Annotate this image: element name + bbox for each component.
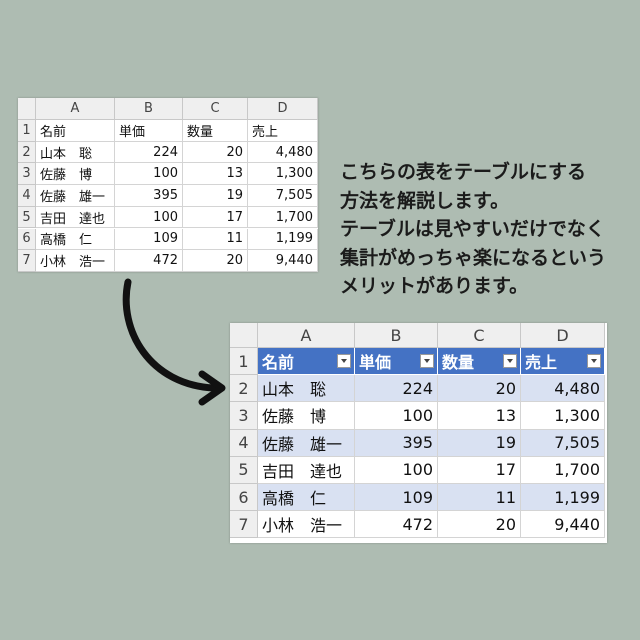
row-number: 5 [230, 456, 258, 484]
cell: 109 [115, 228, 183, 251]
cell: 109 [355, 484, 438, 512]
column-header: D [521, 323, 605, 348]
row-number: 4 [230, 429, 258, 457]
cell: 20 [183, 250, 248, 272]
cell: 20 [438, 511, 521, 539]
cell: 9,440 [521, 511, 605, 539]
cell: 395 [115, 185, 183, 207]
cell: 4,480 [248, 141, 318, 164]
cell: 100 [355, 456, 438, 484]
header-cell: 単価 [115, 120, 183, 142]
cell: 20 [438, 375, 521, 403]
row-number: 2 [18, 141, 36, 164]
row-number: 5 [18, 206, 36, 229]
cell: 100 [115, 206, 183, 229]
cell: 13 [183, 163, 248, 186]
header-cell: 名前 [258, 348, 355, 376]
description-line: テーブルは見やすいだけでなく [340, 218, 605, 240]
cell: 100 [355, 402, 438, 430]
description-line: こちらの表をテーブルにする [340, 161, 587, 183]
row-number: 1 [18, 120, 36, 142]
row-number: 1 [230, 348, 258, 376]
corner [230, 323, 258, 348]
cell: 472 [115, 250, 183, 272]
column-header: A [258, 323, 355, 348]
cell: 4,480 [521, 375, 605, 403]
cell: 224 [355, 375, 438, 403]
header-cell: 数量 [438, 348, 521, 376]
header-cell: 数量 [183, 120, 248, 142]
cell: 1,199 [521, 484, 605, 512]
cell: 9,440 [248, 250, 318, 272]
column-header: C [183, 98, 248, 120]
cell: 472 [355, 511, 438, 539]
cell: 13 [438, 402, 521, 430]
cell: 11 [183, 228, 248, 251]
filter-button[interactable] [337, 354, 351, 369]
description-line: 方法を解説します。 [340, 189, 510, 212]
cell: 吉田 達也 [258, 456, 355, 484]
top-sheet: A B C D 1 名前 単価 数量 売上 2 山本 聡 224 20 4,480 3 佐藤 博 100 13 1,… [18, 98, 318, 272]
cell: 佐藤 博 [36, 163, 115, 186]
row-number: 7 [230, 511, 258, 539]
header-cell: 単価 [355, 348, 438, 376]
filter-button[interactable] [587, 354, 601, 369]
row-number: 3 [230, 402, 258, 430]
column-header: B [355, 323, 438, 348]
cell: 19 [438, 429, 521, 457]
cell: 11 [438, 484, 521, 512]
row-number: 2 [230, 375, 258, 403]
cell: 1,300 [248, 163, 318, 186]
row-number: 6 [18, 228, 36, 251]
row-number: 4 [18, 185, 36, 207]
bottom-sheet: A B C D 1 名前 単価 数量 売上 2 山本 聡 224 20 4,480 3 佐藤 博 100 13 1,… [230, 323, 607, 543]
cell: 224 [115, 141, 183, 164]
cell: 小林 浩一 [258, 511, 355, 539]
arrow-head [198, 370, 226, 406]
filter-button[interactable] [420, 354, 434, 369]
column-header: A [36, 98, 115, 120]
column-header: D [248, 98, 318, 120]
cell: 小林 浩一 [36, 250, 115, 272]
cell: 山本 聡 [36, 141, 115, 164]
cell: 吉田 達也 [36, 206, 115, 229]
cell: 395 [355, 429, 438, 457]
description-line: メリットがあります。 [340, 275, 529, 297]
cell: 佐藤 雄一 [36, 185, 115, 207]
cell: 7,505 [521, 429, 605, 457]
cell: 100 [115, 163, 183, 186]
header-cell: 売上 [248, 120, 318, 142]
header-cell: 売上 [521, 348, 605, 376]
cell: 山本 聡 [258, 375, 355, 403]
column-header: B [115, 98, 183, 120]
description: こちらの表をテーブルにする 方法を解説します。テーブルは見やすいだけでなく 集計がめ… [340, 158, 606, 301]
cell: 1,700 [521, 456, 605, 484]
cell: 20 [183, 141, 248, 164]
cell: 佐藤 雄一 [258, 429, 355, 457]
arrow [122, 278, 218, 392]
cell: 佐藤 博 [258, 402, 355, 430]
cell: 1,199 [248, 228, 318, 251]
row-number: 7 [18, 250, 36, 272]
header-cell: 名前 [36, 120, 115, 142]
row-number: 6 [230, 484, 258, 512]
description-line: 集計がめっちゃ楽になるという [340, 246, 607, 269]
cell: 1,300 [521, 402, 605, 430]
row-number: 3 [18, 163, 36, 186]
corner [18, 98, 36, 120]
filter-button[interactable] [503, 354, 517, 369]
cell: 19 [183, 185, 248, 207]
cell: 17 [438, 456, 521, 484]
cell: 1,700 [248, 206, 318, 229]
cell: 17 [183, 206, 248, 229]
column-header: C [438, 323, 521, 348]
cell: 7,505 [248, 185, 318, 207]
cell: 高橋 仁 [36, 228, 115, 251]
cell: 高橋 仁 [258, 484, 355, 512]
